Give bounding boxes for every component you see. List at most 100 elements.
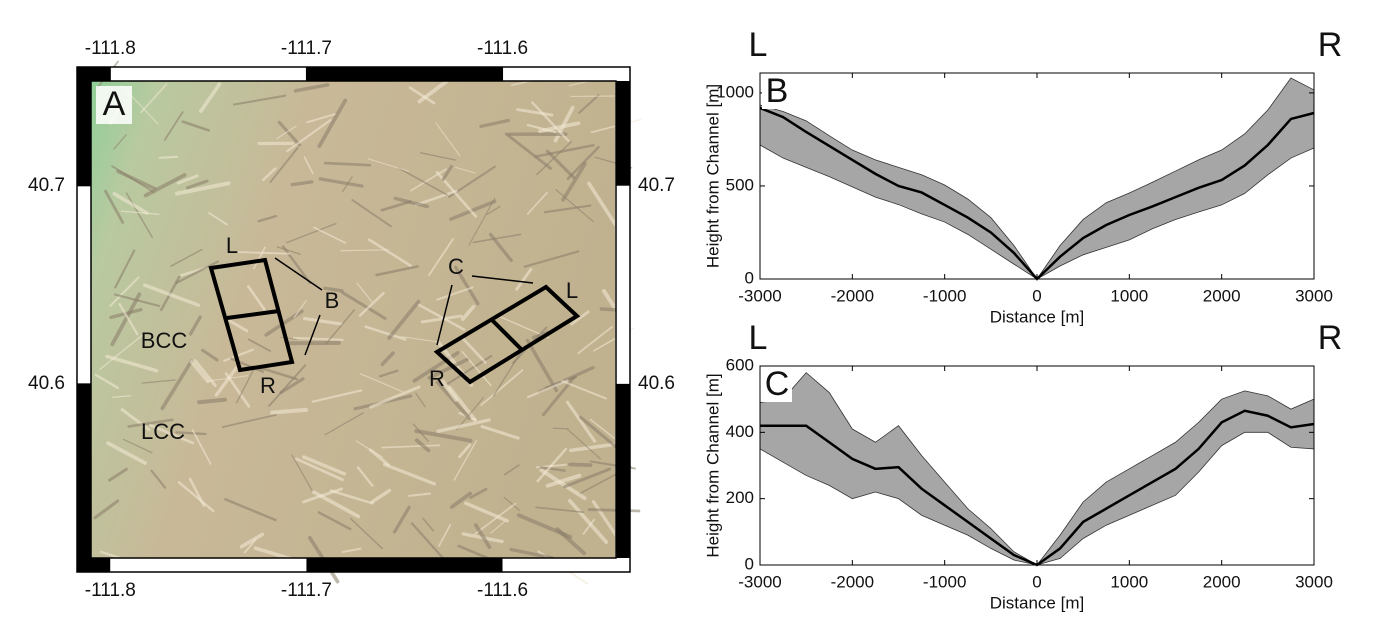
ridge bbox=[460, 335, 487, 364]
ridge bbox=[170, 248, 203, 267]
ridge bbox=[414, 438, 431, 453]
annotation: C bbox=[448, 254, 464, 279]
ridge bbox=[382, 462, 437, 486]
ridge bbox=[419, 152, 457, 161]
annotation: BCC bbox=[141, 328, 188, 353]
ridge bbox=[545, 473, 582, 488]
ridge bbox=[224, 316, 249, 333]
panel-label-bg bbox=[762, 75, 792, 109]
ridge bbox=[480, 369, 524, 406]
ridge bbox=[143, 283, 201, 307]
ridge bbox=[114, 249, 136, 289]
x-tick-label: -3000 bbox=[738, 572, 781, 591]
ridge bbox=[525, 338, 559, 393]
ridge bbox=[504, 132, 553, 170]
ridge bbox=[99, 332, 146, 371]
x-tick-label: 2000 bbox=[1203, 286, 1241, 305]
ridge bbox=[454, 166, 476, 174]
ridge bbox=[436, 418, 491, 433]
ridge bbox=[105, 354, 159, 373]
ridge bbox=[367, 158, 409, 172]
frame-band bbox=[502, 558, 616, 572]
ridge bbox=[480, 425, 520, 440]
ridge bbox=[422, 517, 434, 532]
ridge bbox=[113, 134, 127, 150]
x-tick-label: 0 bbox=[1032, 572, 1041, 591]
ridge bbox=[256, 365, 299, 381]
x-tick-label: -2000 bbox=[831, 286, 874, 305]
ridge bbox=[408, 492, 432, 497]
ridge bbox=[293, 83, 330, 93]
ridge bbox=[116, 169, 157, 191]
ridge bbox=[318, 177, 364, 188]
ridge bbox=[472, 233, 522, 244]
ridge bbox=[118, 302, 139, 336]
ridge bbox=[236, 369, 254, 404]
ridge bbox=[358, 291, 385, 317]
ridge bbox=[456, 396, 485, 431]
ridge bbox=[291, 454, 313, 492]
ridge bbox=[469, 487, 488, 499]
ridge bbox=[114, 293, 161, 308]
ridge bbox=[461, 351, 492, 387]
ridge bbox=[236, 251, 291, 255]
ridge bbox=[181, 120, 211, 132]
ridge bbox=[479, 118, 510, 128]
ridge bbox=[568, 462, 593, 467]
ridge bbox=[188, 477, 206, 507]
ridge bbox=[158, 155, 179, 159]
ridge bbox=[503, 496, 521, 511]
frame-band bbox=[306, 558, 503, 572]
ridge bbox=[473, 523, 492, 549]
ridge bbox=[578, 94, 600, 114]
ridge bbox=[359, 373, 404, 393]
frame-band bbox=[77, 67, 111, 81]
ridge bbox=[412, 423, 429, 442]
ridge bbox=[106, 441, 147, 465]
x-tick-label: -2000 bbox=[831, 572, 874, 591]
ridge bbox=[392, 505, 411, 534]
ridge bbox=[414, 429, 473, 443]
frame-band bbox=[616, 185, 630, 384]
ridge bbox=[539, 466, 567, 472]
ridge bbox=[368, 238, 413, 268]
ridge bbox=[221, 414, 278, 428]
ridge bbox=[526, 191, 548, 215]
ridge bbox=[143, 173, 187, 198]
study-boxes bbox=[208, 257, 581, 385]
ridge bbox=[223, 348, 255, 362]
annotation: LCC bbox=[141, 419, 185, 444]
ridge bbox=[239, 532, 265, 549]
ridge bbox=[535, 506, 585, 514]
right-label: R bbox=[1318, 319, 1343, 357]
ridge bbox=[253, 246, 266, 270]
ridge bbox=[410, 522, 449, 564]
ridge bbox=[414, 189, 458, 207]
ridge bbox=[538, 121, 581, 134]
x-tick-label: -111.8 bbox=[85, 38, 136, 59]
ridge bbox=[415, 392, 426, 408]
ridge bbox=[206, 375, 249, 382]
ridge bbox=[375, 265, 419, 277]
ridge bbox=[438, 523, 452, 547]
right-label: R bbox=[1318, 26, 1343, 64]
ridge bbox=[340, 249, 389, 252]
ridge bbox=[150, 469, 167, 489]
frame-band bbox=[77, 185, 91, 384]
leader-lines bbox=[274, 257, 534, 356]
ridge bbox=[441, 164, 453, 181]
ridge bbox=[587, 181, 619, 229]
ridge bbox=[94, 373, 119, 390]
ridge bbox=[453, 440, 477, 481]
ridge bbox=[189, 360, 210, 384]
annotation: B bbox=[325, 288, 340, 313]
ridge bbox=[561, 380, 607, 400]
ridge bbox=[233, 94, 287, 106]
x-tick-label: 3000 bbox=[1295, 286, 1333, 305]
ridge bbox=[474, 502, 517, 535]
ridge bbox=[197, 397, 227, 405]
ridge bbox=[364, 325, 407, 341]
ridge bbox=[303, 316, 344, 326]
y-tick-label: 500 bbox=[726, 175, 754, 194]
ridge bbox=[306, 113, 336, 124]
